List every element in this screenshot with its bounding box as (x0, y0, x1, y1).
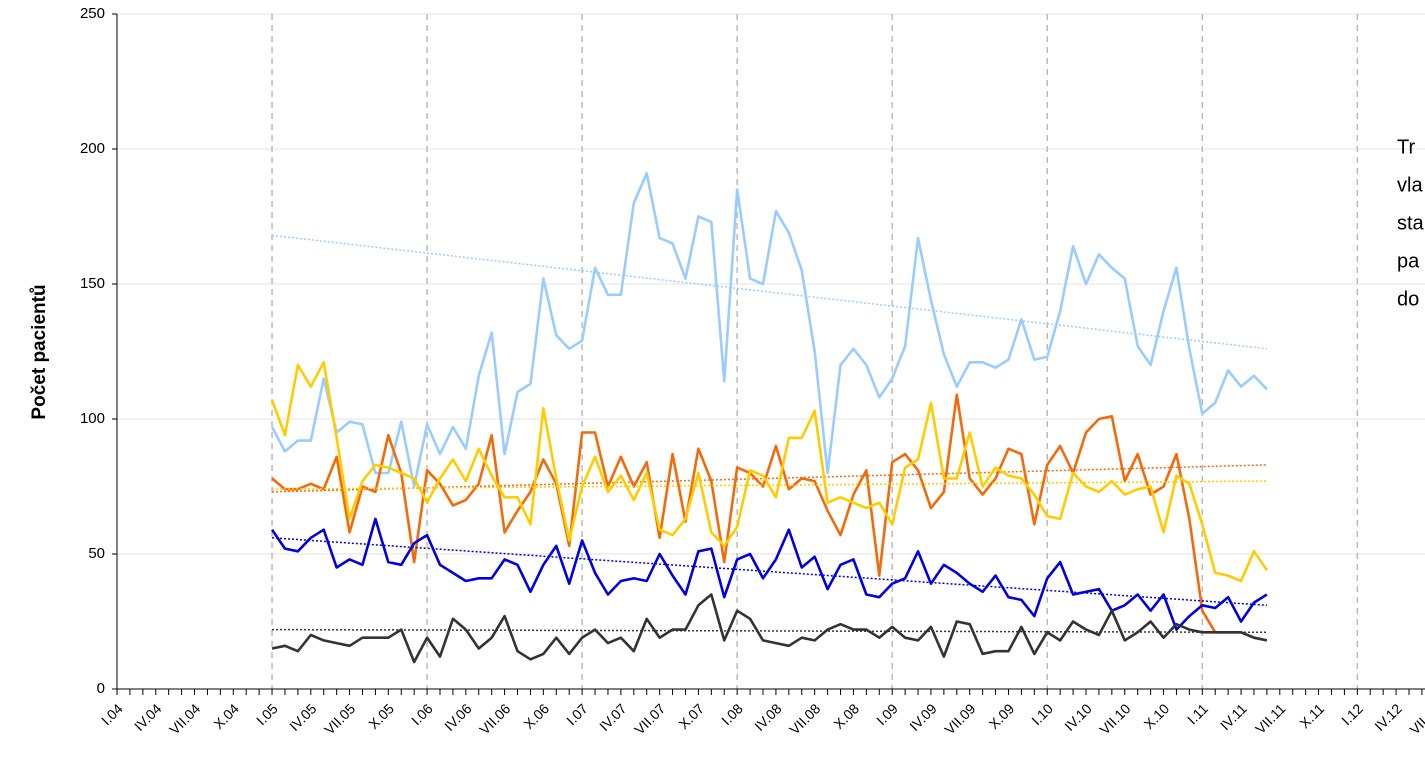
x-tick-label: VII.04 (166, 700, 203, 737)
series-line (270, 172, 1268, 488)
x-tick-label: IV.07 (596, 700, 630, 734)
x-tick-label: IV.12 (1371, 700, 1405, 734)
x-tick-label: X.09 (986, 700, 1018, 732)
series-line (270, 517, 1268, 631)
x-tick-label: VII.07 (631, 700, 668, 737)
trend-line (272, 480, 1267, 490)
x-tick-label: IV.04 (131, 700, 165, 734)
y-axis-label: Počet pacientů (29, 284, 50, 419)
x-tick-label: X.08 (830, 700, 862, 732)
y-tick-label: 200 (80, 140, 105, 157)
x-tick-label: IV.09 (906, 700, 940, 734)
y-tick-label: 100 (80, 410, 105, 427)
x-tick-label: IV.10 (1061, 700, 1095, 734)
x-tick-label: VII.06 (476, 700, 513, 737)
x-tick-label: X.11 (1296, 700, 1327, 731)
x-tick-label: IV.11 (1217, 700, 1250, 733)
x-tick-label: X.10 (1141, 700, 1173, 732)
x-tick-label: I.04 (98, 700, 126, 728)
side-note: pa (1397, 250, 1420, 272)
x-tick-label: VII.11 (1252, 700, 1289, 737)
side-note: vla (1397, 174, 1423, 196)
y-tick-label: 50 (88, 545, 105, 562)
x-tick-label: VII.05 (321, 700, 358, 737)
y-tick-label: 150 (80, 275, 105, 292)
x-tick-label: I.05 (253, 700, 281, 728)
series-line (270, 361, 1268, 583)
x-tick-label: IV.06 (441, 700, 475, 734)
x-tick-label: I.07 (563, 700, 591, 728)
trend-line (272, 628, 1267, 634)
x-tick-label: X.06 (520, 700, 552, 732)
y-tick-label: 250 (80, 5, 105, 22)
x-tick-label: I.11 (1184, 700, 1211, 727)
x-tick-label: X.04 (210, 700, 242, 732)
x-tick-label: VII.12 (1406, 700, 1425, 737)
x-tick-label: IV.08 (751, 700, 785, 734)
x-tick-label: X.05 (365, 700, 397, 732)
x-tick-label: VII.10 (1096, 700, 1133, 737)
x-tick-label: I.12 (1338, 700, 1366, 728)
side-note: Tr (1397, 136, 1415, 158)
series-line (271, 593, 1268, 664)
side-note: sta (1397, 212, 1425, 234)
x-tick-label: I.08 (718, 700, 746, 728)
trend-line (271, 234, 1267, 350)
x-tick-label: I.06 (408, 700, 436, 728)
trend-line (271, 537, 1267, 607)
x-tick-label: I.10 (1028, 700, 1056, 728)
x-tick-label: VII.09 (941, 700, 978, 737)
y-tick-label: 0 (97, 680, 105, 697)
side-note: do (1397, 288, 1419, 310)
x-tick-label: X.07 (675, 700, 707, 732)
x-tick-label: I.09 (873, 700, 901, 728)
x-tick-label: IV.05 (286, 700, 320, 734)
x-tick-label: VII.08 (786, 700, 823, 737)
series-line (271, 393, 1268, 642)
